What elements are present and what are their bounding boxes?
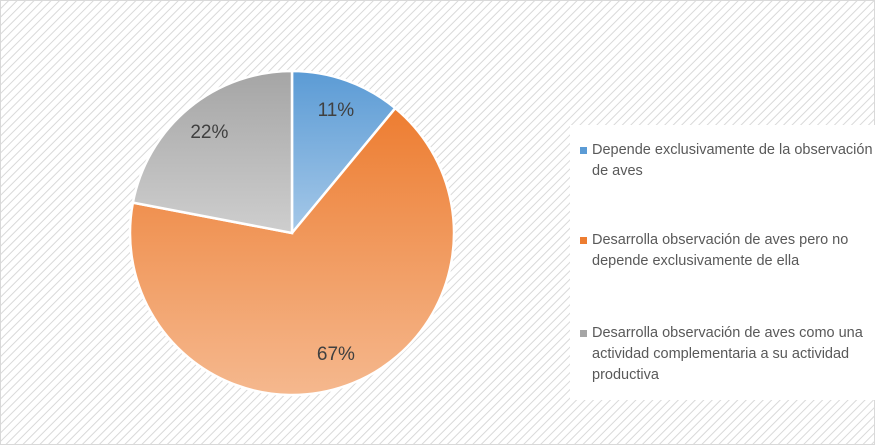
legend-swatch xyxy=(580,147,587,154)
legend-item: Desarrolla observación de aves como una … xyxy=(580,323,875,386)
data-label: 11% xyxy=(318,100,355,121)
legend-label: Desarrolla observación de aves como una … xyxy=(592,325,863,383)
legend-swatch xyxy=(580,237,587,244)
pie-slice xyxy=(128,106,456,397)
pie-slice xyxy=(290,69,398,237)
legend-label: Depende exclusivamente de la observación… xyxy=(592,142,873,179)
legend: Depende exclusivamente de la observación… xyxy=(570,125,875,400)
data-label: 22% xyxy=(190,122,228,143)
data-label: 67% xyxy=(317,344,355,365)
legend-swatch xyxy=(580,330,587,337)
legend-item: Desarrolla observación de aves pero no d… xyxy=(580,230,875,272)
legend-label: Desarrolla observación de aves pero no d… xyxy=(592,232,849,269)
legend-item: Depende exclusivamente de la observación… xyxy=(580,140,875,182)
pie-slice xyxy=(131,69,294,235)
